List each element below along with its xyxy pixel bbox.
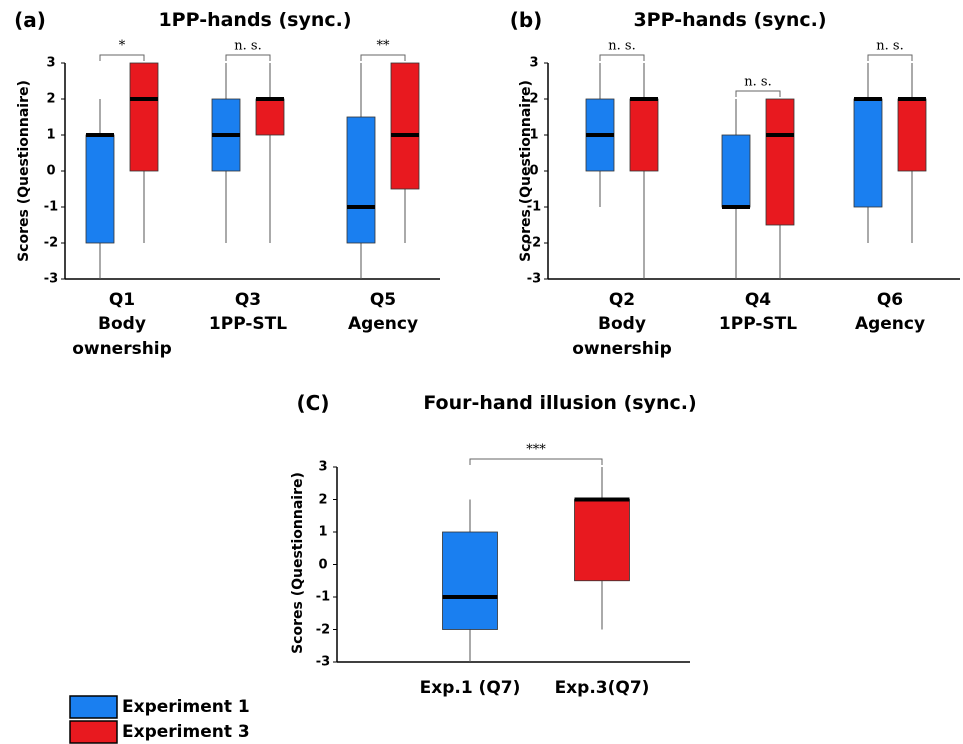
category-description: Body ownership (72, 314, 172, 359)
legend-swatch (69, 695, 118, 719)
y-tick-label: 0 (318, 557, 328, 572)
x-tick-label: Q5 (369, 290, 397, 310)
y-tick-label: 2 (318, 492, 328, 507)
x-tick-label: Q2 (608, 290, 636, 310)
significance-bracket (599, 54, 645, 61)
y-tick-label: -1 (526, 199, 542, 215)
y-tick-label: 1 (529, 127, 539, 143)
y-tick-label: 2 (46, 91, 56, 107)
chart-title: 1PP-hands (sync.) (158, 9, 352, 31)
box (721, 134, 751, 208)
box (897, 98, 927, 172)
significance-bracket (99, 54, 145, 61)
box (765, 98, 795, 226)
legend-label: Experiment 3 (122, 722, 250, 742)
y-tick-label: 0 (46, 163, 56, 179)
box (346, 116, 376, 244)
panel-label: (b) (509, 8, 543, 32)
significance-label: *** (526, 442, 546, 458)
legend-swatch (69, 720, 118, 744)
x-tick-label: Q3 (234, 290, 262, 310)
y-tick-label: -3 (526, 271, 542, 287)
x-tick-label: Q4 (744, 290, 772, 310)
y-tick-label: -2 (526, 235, 542, 251)
significance-bracket (360, 54, 406, 61)
category-description: Body ownership (572, 314, 672, 359)
x-tick-label: Q1 (108, 290, 136, 310)
box (629, 98, 659, 172)
significance-bracket (867, 54, 913, 61)
category-description: 1PP-STL (208, 314, 288, 334)
box (853, 98, 883, 208)
y-tick-label: 1 (46, 127, 56, 143)
y-tick-label: -3 (43, 271, 59, 287)
category-description: Agency (854, 314, 926, 334)
y-axis-label: Scores (Questionnaire) (16, 80, 32, 262)
significance-label: n. s. (876, 38, 904, 54)
category-description: Agency (347, 314, 419, 334)
significance-label: ** (376, 38, 390, 54)
y-tick-label: 3 (318, 459, 328, 475)
y-axis-label: Scores (Questionnaire) (290, 472, 306, 654)
y-tick-label: -3 (315, 654, 331, 670)
y-tick-label: 3 (529, 55, 539, 71)
significance-bracket (735, 90, 781, 97)
y-tick-label: -2 (315, 622, 331, 637)
x-tick-label: Exp.1 (Q7) (419, 678, 521, 698)
box (129, 62, 159, 172)
significance-label: n. s. (234, 38, 262, 54)
y-tick-label: -1 (315, 589, 331, 605)
significance-bracket (469, 458, 603, 465)
y-tick-label: 1 (318, 524, 328, 540)
y-tick-label: -1 (43, 199, 59, 215)
y-tick-label: -2 (43, 235, 59, 251)
significance-label: * (118, 38, 126, 54)
box (574, 499, 630, 582)
significance-label: n. s. (608, 38, 636, 54)
chart-title: Four-hand illusion (sync.) (423, 392, 697, 414)
box (255, 98, 285, 136)
panel-label: (C) (296, 391, 330, 415)
y-tick-label: 0 (529, 163, 539, 179)
significance-label: n. s. (744, 74, 772, 90)
significance-bracket (225, 54, 271, 61)
category-description: 1PP-STL (718, 314, 798, 334)
y-tick-label: 3 (46, 55, 56, 71)
x-tick-label: Exp.3(Q7) (554, 678, 650, 698)
box (85, 134, 115, 244)
x-tick-label: Q6 (876, 290, 904, 310)
y-tick-label: 2 (529, 91, 539, 107)
legend-label: Experiment 1 (122, 697, 250, 717)
panel-label: (a) (14, 8, 46, 32)
box (442, 531, 498, 630)
box (390, 62, 420, 190)
chart-title: 3PP-hands (sync.) (633, 9, 827, 31)
